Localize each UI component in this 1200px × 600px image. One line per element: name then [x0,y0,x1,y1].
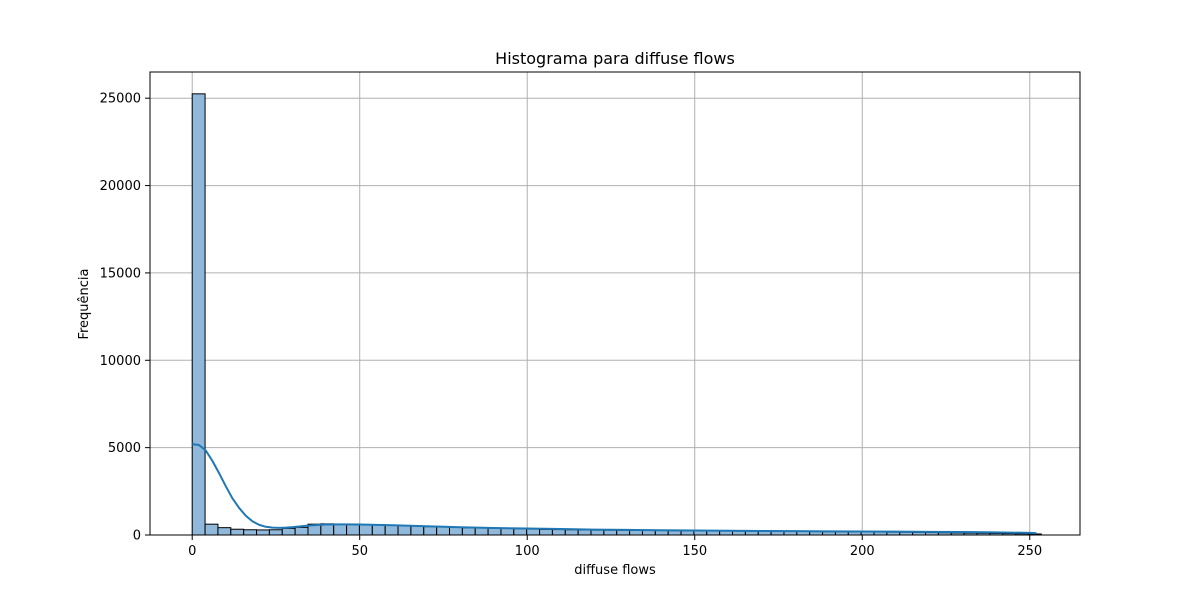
histogram-bar [449,526,463,536]
histogram-bar [256,529,270,536]
x-tick-label: 50 [351,544,368,559]
histogram-bar [243,529,258,536]
y-tick-label: 10000 [100,354,141,369]
histogram-bar [590,529,605,536]
kde-line [192,443,1037,535]
histogram-bar [410,525,425,536]
histogram-bar [397,525,412,536]
x-tick-label: 150 [682,544,707,559]
chart-title: Histograma para diffuse flows [495,49,735,68]
histogram-bar [603,529,618,536]
histogram-bar [191,93,206,536]
y-tick-label: 5000 [108,441,141,456]
histogram-bar [333,523,348,536]
histogram-bar [268,529,283,536]
histogram-bar [384,524,399,536]
histogram-bar [204,523,219,536]
histogram-bar [539,528,553,536]
x-tick-label: 0 [188,544,196,559]
histogram-bar [281,527,296,536]
histogram-bar [436,526,451,536]
histogram-bar [461,527,476,536]
y-tick-label: 20000 [100,179,141,194]
plot-frame [149,71,1081,536]
y-tick-label: 0 [133,529,141,544]
grid-lines [150,72,1080,536]
kde-curve-group [192,443,1037,535]
histogram-bar [526,528,541,536]
histogram-bar [616,529,631,536]
x-tick-label: 200 [850,544,875,559]
histogram-bar [577,529,592,536]
y-tick-label: 25000 [100,92,141,107]
histogram-bar [230,528,245,536]
histogram-bar [346,523,360,536]
histogram-bar [513,528,528,536]
histogram-bar [217,527,232,536]
histogram-bar [294,526,309,536]
x-tick-label: 100 [515,544,540,559]
histogram-bar [358,524,373,536]
histogram-bars [191,93,1042,536]
histogram-bar [423,526,438,536]
histogram-bar [500,527,515,536]
histogram-bar [371,524,386,536]
histogram-bar [551,529,566,536]
y-axis-label: Frequência [77,268,92,339]
y-tick-label: 15000 [100,266,141,281]
histogram-bar [487,527,502,536]
histogram-bar [564,529,579,536]
x-axis-label: diffuse flows [574,563,656,578]
x-tick-label: 250 [1017,544,1042,559]
axis-ticks: 0 50 100 150 200 250 0 5000 10000 15000 20000 25000 [100,92,1043,559]
histogram-bar [629,529,643,536]
histogram-bar [474,527,489,536]
